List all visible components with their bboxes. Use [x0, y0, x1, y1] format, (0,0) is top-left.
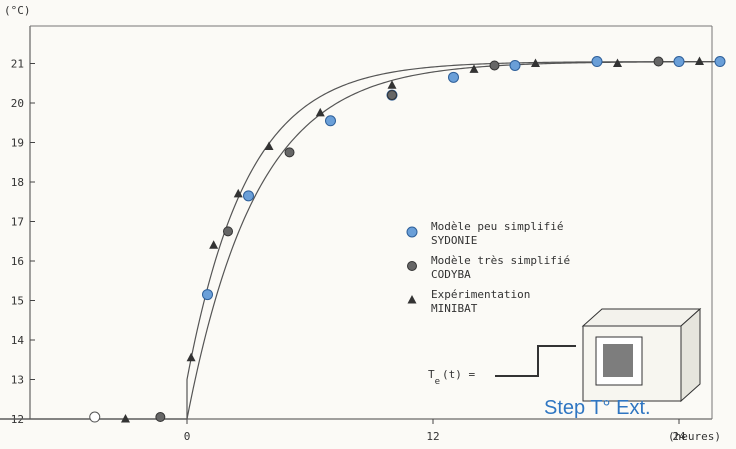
experiment-point: [186, 352, 196, 362]
experiment-point: [209, 240, 219, 249]
sydonie-point: [714, 56, 726, 68]
experiment-point: [264, 141, 274, 150]
experiment-point: [233, 188, 243, 198]
model-curves-group: [0, 60, 718, 420]
input-temperature-label: Te(t) =: [428, 368, 476, 387]
legend-label: CODYBA: [431, 268, 471, 281]
codyba-point: [387, 90, 397, 101]
x-tick-group: 0 12 24: [184, 419, 686, 443]
y-tick-label: 16: [11, 255, 24, 268]
building-box-diagram: [581, 307, 702, 403]
codyba-point: [489, 60, 500, 71]
legend-label: Modèle très simplifié: [431, 254, 570, 267]
x-axis-unit-label: (heures): [668, 430, 721, 443]
y-tick-label: 20: [11, 97, 24, 110]
input-temperature-symbol: T: [428, 368, 435, 381]
y-tick-label: 15: [11, 295, 24, 308]
codyba-point: [653, 56, 664, 67]
experiment-point: [121, 414, 130, 423]
legend-marker: [407, 261, 417, 271]
y-axis-unit-label: (°C): [4, 4, 31, 17]
x-tick-label: 0: [184, 430, 191, 443]
sydonie-point: [673, 56, 685, 68]
y-tick-label: 14: [11, 334, 25, 347]
legend-label: Modèle peu simplifié: [431, 220, 563, 233]
x-tick-label: 24: [672, 430, 686, 443]
model-curve-2: [0, 61, 718, 420]
codyba-point: [155, 412, 166, 423]
legend-marker: [407, 295, 417, 304]
y-tick-label: 19: [11, 137, 24, 150]
step-input-line: [495, 345, 576, 377]
legend-label: SYDONIE: [431, 234, 477, 247]
legend-label: Expérimentation: [431, 288, 530, 301]
experiment-point: [531, 58, 540, 67]
sydonie-point: [202, 289, 213, 301]
sydonie-point: [325, 115, 336, 127]
y-tick-label: 17: [11, 216, 24, 229]
legend-marker: [406, 226, 418, 238]
experiment-point: [613, 58, 622, 67]
input-temperature-subscript: e: [435, 377, 440, 387]
data-markers-group: [89, 56, 726, 423]
codyba-point: [223, 226, 233, 237]
input-temperature-suffix: (t) =: [442, 368, 475, 381]
sydonie-point: [591, 56, 603, 68]
box-interior: [603, 344, 633, 377]
sydonie-point: [448, 71, 459, 83]
experiment-point: [387, 80, 397, 89]
sydonie-point: [509, 59, 521, 71]
y-tick-label: 13: [11, 374, 24, 387]
sydonie-point: [243, 190, 254, 202]
box-top-face: [581, 308, 702, 327]
x-tick-label: 12: [426, 430, 439, 443]
box-side-face: [680, 307, 701, 403]
open-circle-point: [89, 411, 101, 423]
experiment-point: [315, 107, 325, 117]
y-tick-label: 21: [11, 58, 24, 71]
step-annotation: Step T° Ext.: [544, 397, 651, 419]
legend-label: MINIBAT: [431, 302, 478, 315]
codyba-point: [284, 147, 295, 158]
experiment-point: [695, 56, 704, 66]
y-tick-label: 18: [11, 176, 24, 189]
experiment-point: [469, 64, 479, 73]
